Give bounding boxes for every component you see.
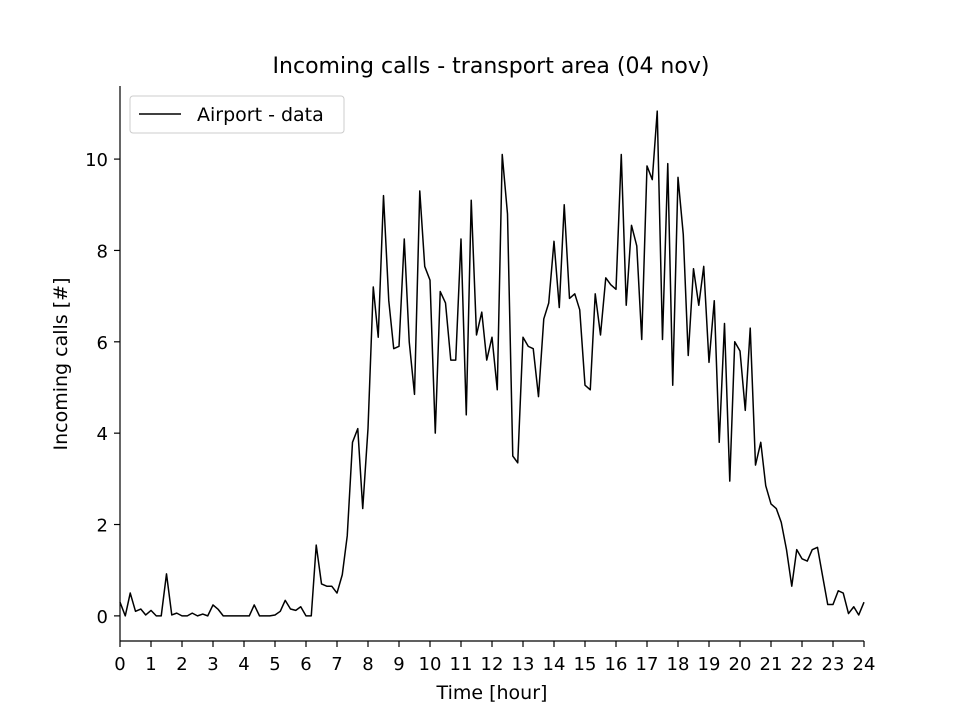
- y-tick-label: 6: [97, 333, 108, 354]
- x-tick-label: 6: [300, 654, 311, 675]
- y-tick-label: 8: [97, 241, 108, 262]
- x-tick-label: 5: [269, 654, 280, 675]
- axes: 0 1 2 3 4 5 6 7 8 9 10 11 12 13 14 15 16 17 18 19 20 21 22 23 24…: [85, 86, 875, 675]
- x-tick-label: 20: [729, 654, 752, 675]
- x-tick-label: 16: [605, 654, 628, 675]
- y-axis-ticks: 0 2 4 6 8 10: [85, 150, 120, 628]
- x-tick-label: 12: [481, 654, 504, 675]
- x-axis-ticks: 0 1 2 3 4 5 6 7 8 9 10 11 12 13 14 15 16 17 18 19 20 21 22 23 24: [114, 641, 875, 675]
- x-tick-label: 22: [791, 654, 814, 675]
- x-tick-label: 1: [145, 654, 156, 675]
- y-axis-label: Incoming calls [#]: [50, 278, 72, 451]
- x-tick-label: 2: [176, 654, 187, 675]
- x-tick-label: 3: [207, 654, 218, 675]
- x-tick-label: 13: [512, 654, 535, 675]
- x-tick-label: 21: [760, 654, 783, 675]
- x-tick-label: 24: [853, 654, 876, 675]
- y-tick-label: 2: [97, 516, 108, 537]
- x-axis-label: Time [hour]: [436, 682, 548, 704]
- x-tick-label: 9: [393, 654, 404, 675]
- x-tick-label: 11: [450, 654, 473, 675]
- y-tick-label: 0: [97, 607, 108, 628]
- x-tick-label: 0: [114, 654, 125, 675]
- y-tick-label: 10: [85, 150, 108, 171]
- series-line-airport: [119, 110, 865, 617]
- x-tick-label: 23: [822, 654, 845, 675]
- x-tick-label: 19: [698, 654, 721, 675]
- legend: Airport - data: [129, 95, 345, 134]
- y-tick-label: 4: [97, 424, 108, 445]
- x-tick-label: 18: [667, 654, 690, 675]
- x-tick-label: 10: [419, 654, 442, 675]
- x-tick-label: 17: [636, 654, 659, 675]
- x-tick-label: 7: [331, 654, 342, 675]
- x-tick-label: 4: [238, 654, 249, 675]
- series-layer: [119, 110, 865, 617]
- x-tick-label: 14: [543, 654, 566, 675]
- legend-box: [129, 95, 345, 134]
- legend-label: Airport - data: [197, 104, 324, 126]
- x-tick-label: 8: [362, 654, 373, 675]
- x-tick-label: 15: [574, 654, 597, 675]
- chart-title: Incoming calls - transport area (04 nov): [273, 54, 710, 79]
